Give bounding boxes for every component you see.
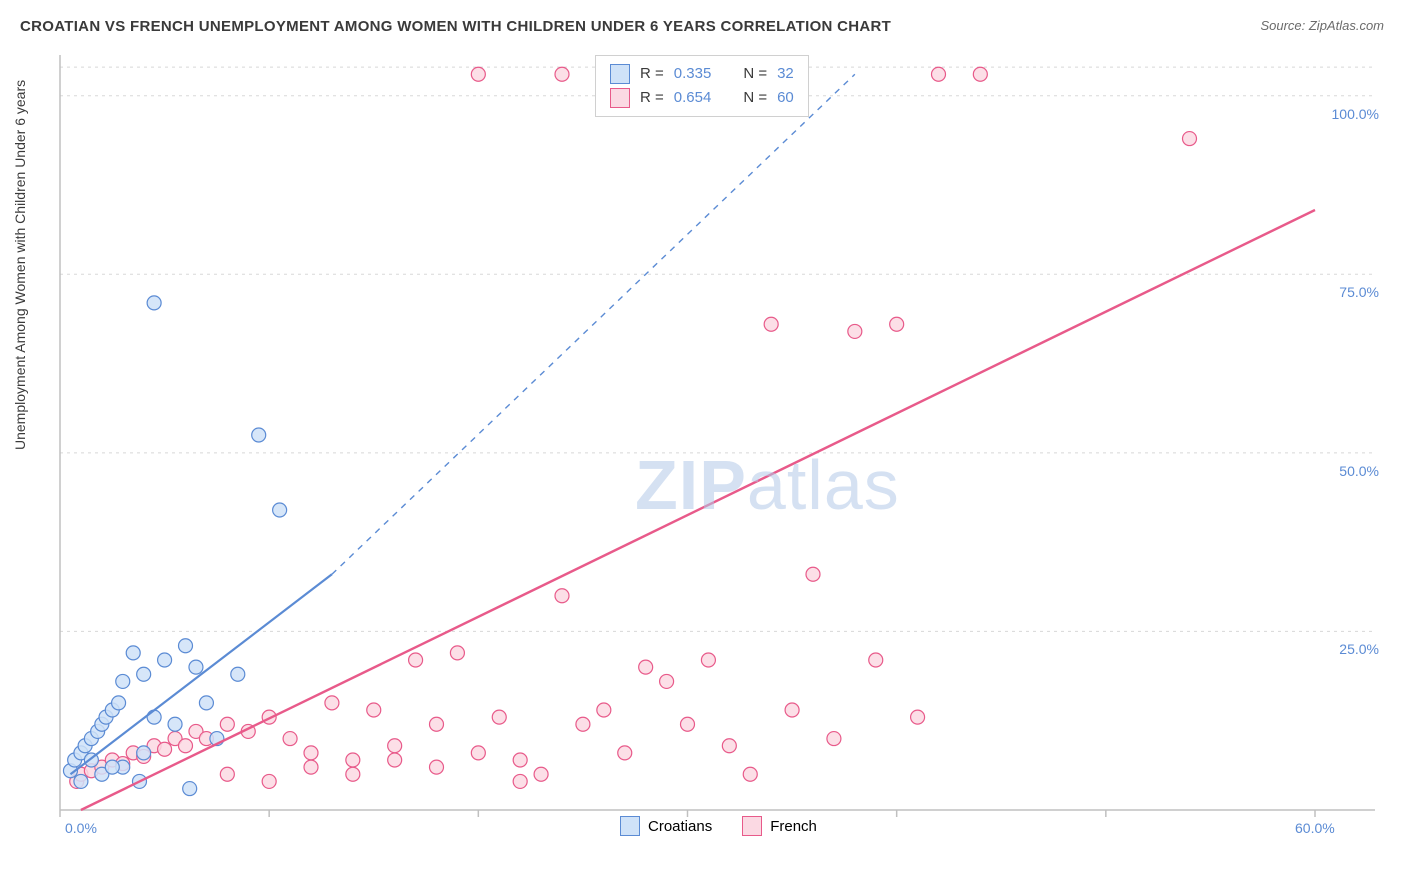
swatch-french (610, 88, 630, 108)
n-value-croatians: 32 (777, 62, 794, 86)
legend: Croatians French (620, 816, 817, 836)
chart-title: CROATIAN VS FRENCH UNEMPLOYMENT AMONG WO… (20, 18, 891, 35)
legend-label-croatians: Croatians (648, 818, 712, 835)
stats-legend: R = 0.335 N = 32 R = 0.654 N = 60 (595, 55, 809, 117)
n-label: N = (743, 62, 767, 86)
y-tick-label: 100.0% (1332, 106, 1379, 122)
watermark-atlas: atlas (747, 446, 900, 524)
y-tick-label: 50.0% (1339, 463, 1379, 479)
r-value-croatians: 0.335 (674, 62, 712, 86)
y-axis-label: Unemployment Among Women with Children U… (12, 80, 28, 450)
x-tick-label: 60.0% (1295, 820, 1335, 836)
y-tick-label: 25.0% (1339, 641, 1379, 657)
swatch-croatians-icon (620, 816, 640, 836)
swatch-french-icon (742, 816, 762, 836)
legend-label-french: French (770, 818, 817, 835)
n-value-french: 60 (777, 86, 794, 110)
r-label: R = (640, 86, 664, 110)
n-label: N = (743, 86, 767, 110)
source-attribution: Source: ZipAtlas.com (1260, 18, 1384, 33)
r-value-french: 0.654 (674, 86, 712, 110)
stats-row-croatians: R = 0.335 N = 32 (610, 62, 794, 86)
swatch-croatians (610, 64, 630, 84)
scatter-plot: R = 0.335 N = 32 R = 0.654 N = 60 ZIPatl… (55, 50, 1385, 840)
x-tick-label: 0.0% (65, 820, 97, 836)
legend-item-french: French (742, 816, 817, 836)
r-label: R = (640, 62, 664, 86)
legend-item-croatians: Croatians (620, 816, 712, 836)
watermark-zip: ZIP (635, 446, 747, 524)
stats-row-french: R = 0.654 N = 60 (610, 86, 794, 110)
watermark: ZIPatlas (635, 445, 900, 525)
y-tick-label: 75.0% (1339, 284, 1379, 300)
